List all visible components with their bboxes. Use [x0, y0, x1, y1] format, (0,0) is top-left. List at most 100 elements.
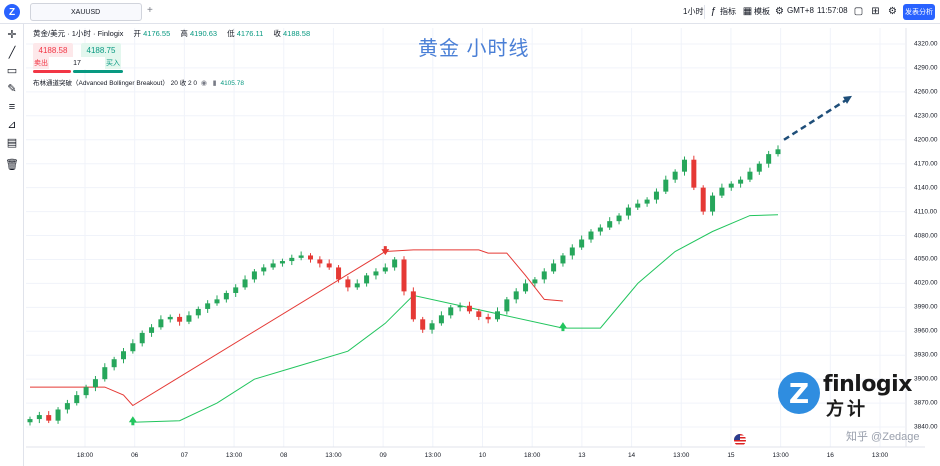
candle-body [195, 308, 201, 316]
candle-body [663, 179, 669, 192]
candle-body [102, 367, 108, 380]
us-flag-icon[interactable] [734, 434, 746, 446]
candle-body [382, 267, 388, 272]
buy-signal-icon [558, 322, 567, 332]
candle-body [64, 403, 70, 410]
price-tick-label: 4020.00 [914, 279, 938, 287]
candle-body [607, 221, 613, 228]
time-tick-label: 15 [727, 452, 735, 459]
trash-icon[interactable]: ▮ [212, 80, 217, 87]
candle-body [149, 327, 155, 333]
price-tick-label: 3840.00 [914, 423, 938, 431]
candle-body [410, 291, 416, 320]
candle-body [569, 247, 575, 256]
top-toolbar: Z XAUUSD + 1小时 ƒ 指标 ▦ 模板 ⚙ GMT+8 11:57:0… [0, 0, 940, 24]
trendline-icon[interactable]: ╱ [8, 47, 16, 59]
measure-icon[interactable]: ⊿ [7, 119, 17, 131]
settings-icon[interactable]: ⚙ [888, 6, 897, 17]
open-value: 4176.55 [143, 29, 171, 38]
divider [704, 5, 705, 19]
drawing-toolbar: ✛ ╱ ▭ ✎ ≡ ⊿ ▤ 🗑 [0, 24, 24, 466]
publish-analysis-button[interactable]: 发表分析 [903, 4, 935, 20]
templates-icon[interactable]: ▦ [742, 6, 753, 17]
candle-body [448, 307, 454, 316]
price-tick-label: 4080.00 [914, 232, 938, 239]
candle-body [121, 351, 126, 360]
candle-body [625, 207, 631, 216]
buy-price-button[interactable]: 4188.75 [81, 43, 121, 57]
candle-body [36, 415, 42, 420]
low-label: 低 [227, 29, 235, 38]
candle-body [738, 179, 744, 184]
candle-body [167, 316, 173, 320]
candle-body [392, 259, 398, 268]
price-tick-label: 4050.00 [914, 255, 938, 263]
price-chart[interactable] [25, 24, 925, 466]
sell-button[interactable]: 卖出 [33, 57, 49, 69]
candle-body [429, 323, 435, 330]
app-logo-icon[interactable]: Z [4, 4, 20, 20]
close-label: 收 [273, 29, 281, 38]
candle-body [326, 263, 332, 268]
candle-body [233, 287, 239, 293]
rectangle-icon[interactable]: ▭ [6, 65, 18, 77]
pen-icon[interactable]: ✎ [7, 83, 17, 95]
candle-body [700, 187, 706, 212]
open-label: 开 [133, 29, 142, 38]
time-tick-label: 09 [379, 452, 387, 459]
buy-button[interactable]: 买入 [105, 57, 121, 69]
candle-body [513, 291, 519, 300]
time-tick-label: 07 [180, 452, 188, 459]
candle-body [298, 255, 304, 258]
gear-icon[interactable]: ⚙ [775, 6, 784, 17]
candle-body [495, 311, 500, 320]
sell-ratio-bar [33, 70, 71, 73]
sell-price-button[interactable]: 4188.58 [33, 43, 73, 57]
indicator-legend[interactable]: 布林通道突破（Advanced Bollinger Breakout） 20 收… [33, 77, 244, 87]
candle-body [532, 279, 538, 284]
candle-body [223, 292, 229, 300]
fib-retracement-icon[interactable]: ≡ [8, 101, 16, 113]
time-tick-label: 18:00 [524, 452, 541, 459]
candle-body [345, 279, 351, 288]
candle-body [682, 159, 687, 172]
time-tick-label: 13:00 [871, 452, 889, 459]
text-note-icon[interactable]: ▤ [6, 137, 18, 149]
indicators-button[interactable]: 指标 [720, 7, 736, 16]
time-tick-label: 06 [131, 452, 139, 459]
brand-x-icon: Z [778, 372, 820, 414]
candle-body [710, 195, 716, 212]
brand-logo: Z finlogix 方计 [778, 372, 912, 420]
upper-band-line [30, 249, 563, 407]
interval-selector[interactable]: 1小时 [683, 7, 704, 16]
candle-body [27, 419, 33, 423]
symbol-tab[interactable]: XAUUSD [30, 3, 142, 21]
templates-button[interactable]: 模板 [754, 7, 770, 16]
time-tick-label: 16 [826, 452, 834, 459]
screenshot-icon[interactable]: ▢ [853, 6, 864, 17]
price-tick-label: 3870.00 [914, 399, 938, 407]
candle-body [756, 163, 762, 172]
eye-icon[interactable]: ◉ [200, 80, 207, 87]
crosshair-icon[interactable]: ✛ [7, 29, 17, 41]
quantity-input[interactable]: 17 [49, 57, 105, 69]
candle-body [130, 343, 136, 352]
indicator-params: 20 收 2 0 [170, 80, 198, 87]
trash-icon[interactable]: 🗑 [5, 159, 19, 171]
add-tab-button[interactable]: + [147, 5, 153, 16]
candle-body [251, 271, 257, 280]
candle-body [177, 316, 183, 322]
brand-cn: 方计 [826, 399, 868, 420]
price-tick-label: 4290.00 [914, 64, 938, 72]
candle-body [728, 183, 734, 188]
candle-body [270, 263, 276, 268]
indicators-icon[interactable]: ƒ [710, 6, 717, 17]
chart-legend: 黄金/美元 · 1小时 · Finlogix 开 4176.55 高 4190.… [33, 28, 310, 39]
symbol-tab-label: XAUUSD [71, 8, 101, 16]
timezone-selector[interactable]: GMT+8 [787, 6, 814, 15]
layout-grid-icon[interactable]: ⊞ [871, 6, 880, 17]
close-value: 4188.58 [283, 29, 311, 38]
clock-display: 11:57:08 [817, 6, 848, 15]
candle-body [373, 271, 379, 276]
candle-body [46, 415, 52, 421]
